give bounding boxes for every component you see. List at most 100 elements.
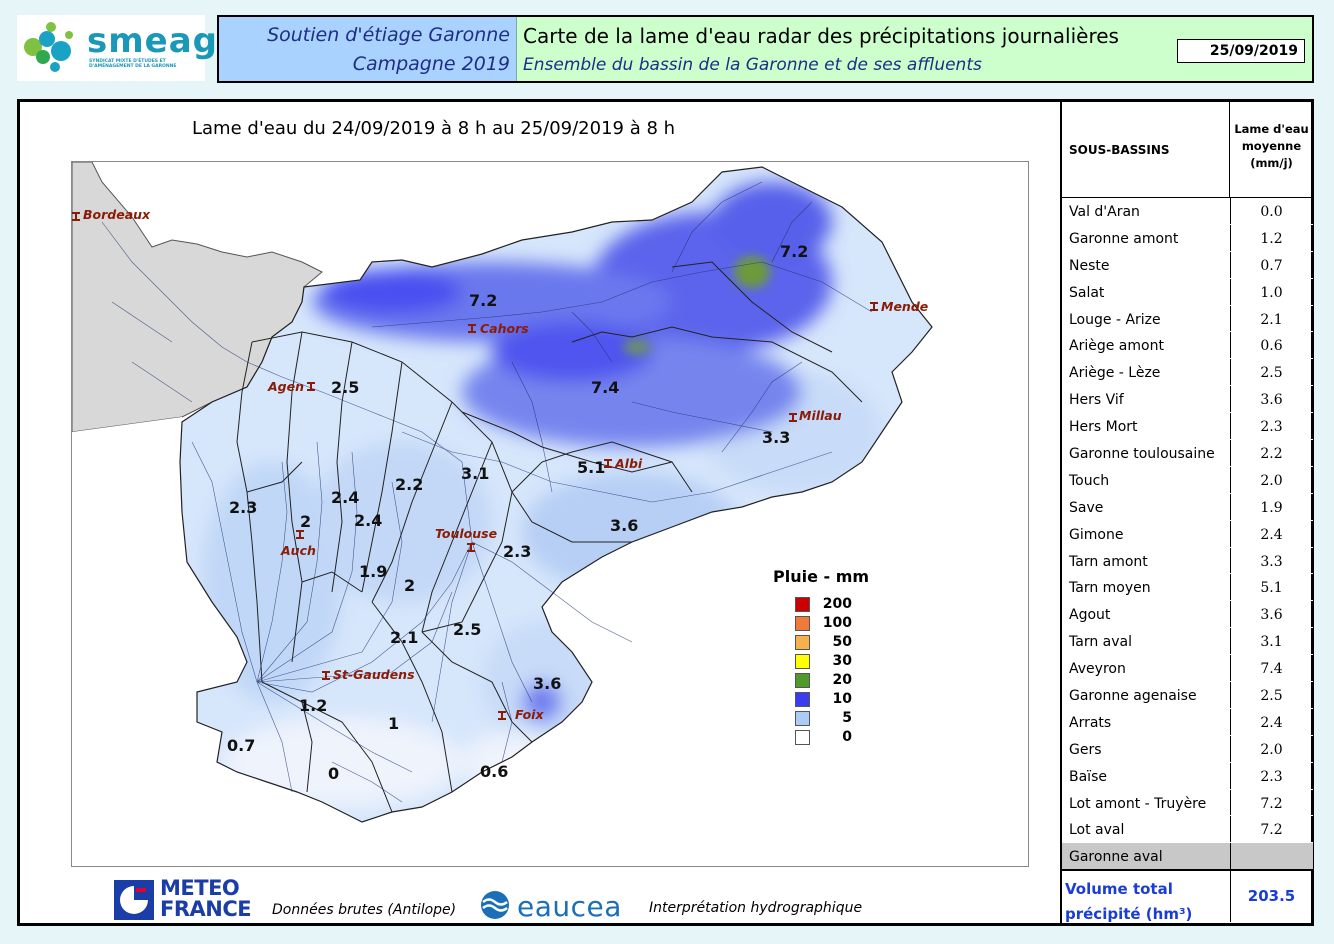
- basin-value-tarn-moyen: 5.1: [577, 458, 606, 477]
- table-separator: [1230, 466, 1231, 493]
- table-separator: [1230, 386, 1231, 413]
- sub-basin-name: Hers Mort: [1069, 419, 1138, 436]
- sub-basin-name: Arrats: [1069, 714, 1112, 731]
- basin-value-neste: 0.7: [227, 736, 256, 755]
- legend-item: 0: [756, 727, 876, 746]
- legend-swatch: [795, 616, 810, 631]
- header-program: Soutien d'étiage Garonne: [267, 24, 510, 46]
- sub-basin-name: Baïse: [1069, 768, 1107, 785]
- sub-basin-name: Tarn aval: [1069, 634, 1132, 651]
- table-row: Lot aval 7.2: [1062, 816, 1313, 844]
- sub-basin-value: 2.0: [1260, 741, 1283, 758]
- sub-basin-name: Tarn moyen: [1069, 580, 1151, 597]
- sub-basin-name: Neste: [1069, 257, 1110, 274]
- city-marker-icon: [604, 459, 612, 468]
- table-header-sub-basins: SOUS-BASSINS: [1062, 102, 1230, 198]
- city-foix: Foix: [515, 707, 544, 722]
- basin-outline: [179, 166, 933, 823]
- table-separator: [1230, 278, 1231, 305]
- legend-swatch: [795, 673, 810, 688]
- basin-value-garonne-agenaise: 2.5: [331, 378, 360, 397]
- sub-basin-name: Louge - Arize: [1069, 311, 1161, 328]
- city-auch: Auch: [281, 543, 316, 558]
- sub-basin-value: 2.0: [1260, 472, 1283, 489]
- sub-basin-name: Agout: [1069, 607, 1111, 624]
- table-row: Arrats 2.4: [1062, 708, 1313, 736]
- table-separator: [1230, 251, 1231, 278]
- legend-item: 5: [756, 708, 876, 727]
- basin-value-gimone: 2.4: [354, 511, 383, 530]
- legend-label: 5: [842, 710, 852, 726]
- city-agen: Agen: [268, 379, 304, 394]
- city-mende: Mende: [881, 299, 929, 314]
- legend-swatch: [795, 654, 810, 669]
- basin-value-ariege-leze: 2.5: [453, 620, 482, 639]
- table-row: Ariège - Lèze 2.5: [1062, 359, 1313, 387]
- legend-label: 0: [842, 729, 852, 745]
- sub-basin-name: Garonne aval: [1069, 849, 1163, 866]
- smeag-logo-subtitle: SYNDICAT MIXTE D'ÉTUDES ET D'AMÉNAGEMENT…: [89, 59, 177, 69]
- city-millau: Millau: [799, 408, 842, 423]
- table-separator: [1230, 655, 1231, 682]
- table-row: Salat 1.0: [1062, 278, 1313, 306]
- river-network: [101, 181, 873, 803]
- total-volume-label: Volume total précipité (hm³): [1065, 880, 1193, 923]
- header-banner: Soutien d'étiage Garonne Campagne 2019 C…: [217, 15, 1314, 83]
- sub-basin-boundaries: [236, 261, 863, 813]
- smeag-logo: smeag SYNDICAT MIXTE D'ÉTUDES ET D'AMÉNA…: [17, 15, 217, 81]
- interpretation-note: Interprétation hydrographique: [649, 900, 863, 916]
- city-marker-icon: [322, 671, 330, 680]
- city-bordeaux: Bordeaux: [83, 207, 151, 222]
- city-marker-icon: [72, 212, 80, 221]
- table-row: Save 1.9: [1062, 493, 1313, 521]
- sub-basin-name: Gers: [1069, 741, 1102, 758]
- table-row: Gimone 2.4: [1062, 520, 1313, 548]
- sub-basin-name: Touch: [1069, 472, 1110, 489]
- sub-basin-value: 3.6: [1260, 607, 1283, 624]
- sub-basin-name: Garonne toulousaine: [1069, 446, 1215, 463]
- table-row: Garonne aval: [1062, 843, 1313, 871]
- basin-value-touch: 2: [404, 576, 416, 595]
- table-separator: [1230, 198, 1231, 224]
- sub-basin-name: Gimone: [1069, 526, 1124, 543]
- table-separator: [1230, 735, 1231, 762]
- table-row: Garonne toulousaine 2.2: [1062, 440, 1313, 467]
- sub-basin-value: 3.6: [1260, 392, 1283, 409]
- table-separator: [1230, 359, 1231, 386]
- table-separator: [1230, 871, 1231, 923]
- table-row: Tarn amont 3.3: [1062, 547, 1313, 575]
- sub-basin-name: Garonne amont: [1069, 230, 1179, 247]
- basin-value-baise: 2.3: [229, 498, 258, 517]
- city-marker-icon: [498, 711, 506, 720]
- city-albi: Albi: [615, 456, 643, 471]
- legend-swatch: [795, 597, 810, 612]
- sub-basin-name: Val d'Aran: [1069, 204, 1140, 220]
- table-row: Agout 3.6: [1062, 601, 1313, 629]
- map-title: Lame d'eau du 24/09/2019 à 8 h au 25/09/…: [192, 118, 676, 139]
- basin-value-tarn-aval: 3.1: [461, 464, 490, 483]
- basin-value-hers-mort: 2.3: [503, 542, 532, 561]
- sub-basin-value: 1.9: [1260, 499, 1283, 516]
- header-title: Carte de la lame d'eau radar des précipi…: [523, 24, 1119, 48]
- table-separator: [1230, 332, 1231, 359]
- sub-basin-value: 5.1: [1260, 580, 1283, 597]
- table-separator: [1230, 708, 1231, 735]
- sub-basin-name: Garonne agenaise: [1069, 688, 1197, 705]
- table-row: Louge - Arize 2.1: [1062, 305, 1313, 333]
- meteo-france-mark-icon: [114, 880, 154, 920]
- legend-swatch: [795, 730, 810, 745]
- sub-basin-value: 3.1: [1260, 634, 1283, 651]
- total-volume-value: 203.5: [1247, 887, 1296, 905]
- table-separator: [1230, 574, 1231, 601]
- table-separator: [1230, 493, 1231, 520]
- table-separator: [1230, 816, 1231, 843]
- city-marker-icon: [468, 324, 476, 333]
- table-row: Neste 0.7: [1062, 251, 1313, 279]
- city-toulouse: Toulouse: [435, 526, 498, 541]
- total-volume-row: Volume total précipité (hm³) 203.5: [1062, 869, 1313, 923]
- city-marker-icon: [870, 302, 878, 311]
- meteo-france-logo: METEO FRANCE: [114, 878, 254, 922]
- table-row: Tarn moyen 5.1: [1062, 574, 1313, 602]
- legend-label: 200: [822, 596, 852, 612]
- city-marker-icon: [789, 413, 797, 422]
